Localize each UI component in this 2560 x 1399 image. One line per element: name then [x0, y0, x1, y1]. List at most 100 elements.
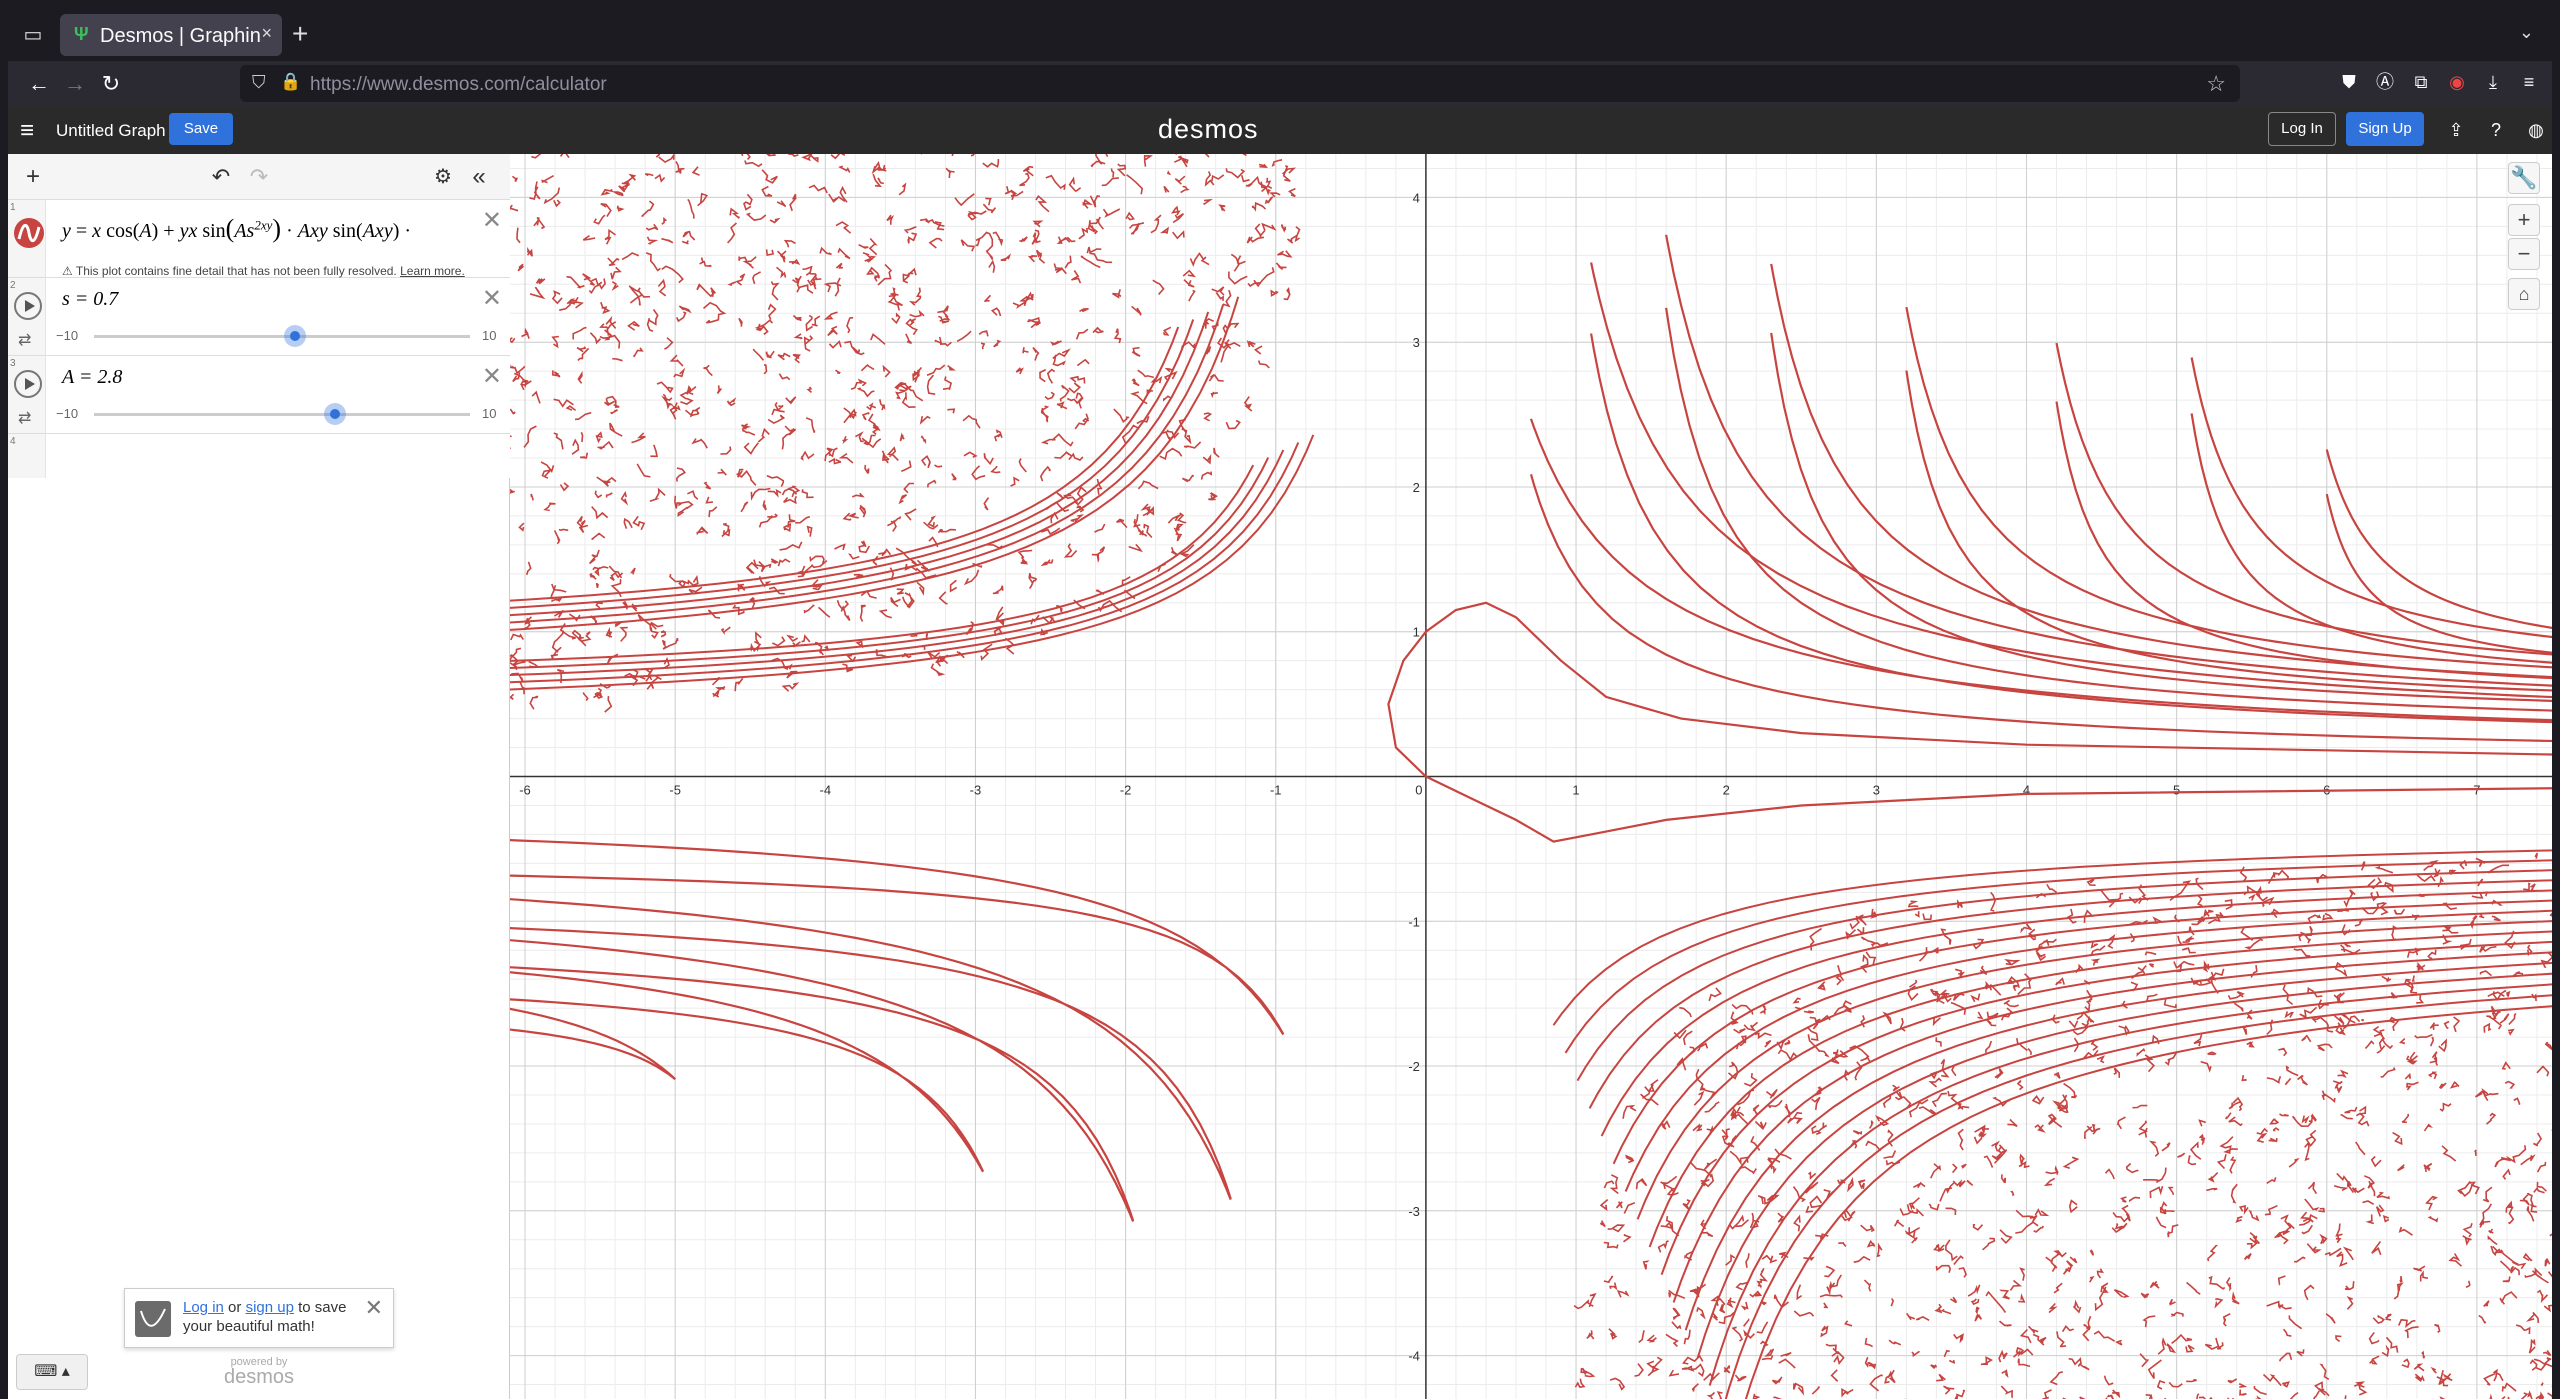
- curve-band: [1684, 961, 2552, 1331]
- graph-settings-wrench-icon[interactable]: 🔧: [2508, 162, 2540, 194]
- forward-arrow-icon[interactable]: →: [64, 71, 86, 96]
- x-tick-label: -4: [820, 783, 832, 798]
- expression-formula[interactable]: y = x cos(A) + yx sin(As2xy) · Axy sin(A…: [62, 214, 412, 243]
- url-path: /calculator: [520, 74, 607, 95]
- slider-max[interactable]: 10: [482, 328, 497, 343]
- curve-band: [1600, 889, 2552, 1137]
- graph-thumbnail-icon: [135, 1301, 171, 1337]
- expression-gutter: 3 ⇄: [8, 356, 46, 433]
- x-tick-label: -3: [970, 783, 982, 798]
- add-item-icon[interactable]: +: [25, 163, 40, 190]
- keyboard-toggle-button[interactable]: ⌨ ▴: [16, 1354, 88, 1390]
- account-icon[interactable]: Ⓐ: [2376, 72, 2394, 92]
- expression-row-3[interactable]: 3 ⇄ A = 2.8 −10 10 ✕: [8, 356, 510, 434]
- menu-icon[interactable]: ≡: [2523, 72, 2535, 92]
- reload-icon[interactable]: ↻: [101, 71, 121, 96]
- zoom-in-icon[interactable]: +: [2508, 204, 2540, 236]
- url-bar[interactable]: ⛉ 🔒 https://www.desmos.com/calculator ☆: [240, 65, 2240, 102]
- y-tick-label: 4: [1413, 190, 1420, 205]
- slider-track-a[interactable]: [94, 413, 470, 416]
- extensions-icon[interactable]: ⧉: [2414, 72, 2428, 92]
- settings-gear-icon[interactable]: ⚙: [434, 166, 452, 188]
- graph-color-icon[interactable]: [14, 218, 44, 248]
- download-icon[interactable]: ⤓: [2489, 72, 2497, 92]
- play-icon[interactable]: [14, 370, 42, 398]
- curve-band: [510, 464, 1255, 662]
- powered-by-logo[interactable]: desmos: [223, 1366, 295, 1388]
- slider-thumb-s[interactable]: [284, 325, 307, 347]
- curve-band: [1696, 972, 2552, 1359]
- x-tick-label: 2: [1723, 783, 1730, 798]
- slider-max[interactable]: 10: [482, 406, 497, 421]
- x-tick-label: -2: [1120, 783, 1132, 798]
- loop-icon[interactable]: ⇄: [18, 332, 32, 349]
- x-tick-label: -6: [519, 783, 531, 798]
- expression-row-1[interactable]: 1 y = x cos(A) + yx sin(As2xy) · Axy sin…: [8, 200, 510, 278]
- curve-band: [510, 319, 1195, 609]
- slider-label-a[interactable]: A = 2.8: [62, 366, 123, 388]
- collapse-list-icon[interactable]: «: [472, 163, 486, 190]
- desmos-header: ≡ Untitled Graph Save desmos Log In Sign…: [8, 106, 2552, 154]
- slider-thumb-a[interactable]: [323, 403, 346, 425]
- x-tick-label: -5: [669, 783, 681, 798]
- play-icon[interactable]: [14, 292, 42, 320]
- learn-more-link[interactable]: Learn more.: [400, 264, 465, 278]
- lock-icon[interactable]: 🔒: [280, 72, 302, 91]
- slider-min[interactable]: −10: [56, 328, 79, 343]
- x-tick-label: 5: [2173, 783, 2180, 798]
- expression-index: 3: [10, 358, 16, 369]
- url-text[interactable]: https://www.desmos.com/calculator: [310, 74, 607, 96]
- hamburger-menu-icon[interactable]: ≡: [20, 117, 35, 144]
- delete-expression-icon[interactable]: ✕: [481, 363, 502, 390]
- chevron-down-icon[interactable]: ⌄: [2518, 22, 2534, 42]
- undo-icon[interactable]: ↶: [211, 164, 231, 189]
- bookmark-star-icon[interactable]: ☆: [2206, 71, 2226, 96]
- graph-paper[interactable]: -6 -5 -4 -3 -2 -1 0 1 2 3 4 5 6 7 4 3 2 1 -1 -2 -3 -4 🔧 + − ⌂: [510, 154, 2552, 1399]
- toast-signup-link[interactable]: sign up: [245, 1299, 294, 1316]
- addon-icon[interactable]: ◉: [2449, 72, 2465, 92]
- slider-label-s[interactable]: s = 0.7: [62, 288, 119, 310]
- tab-close-icon[interactable]: ×: [261, 23, 272, 43]
- home-icon[interactable]: ⌂: [2508, 278, 2540, 310]
- y-tick-label: -1: [1408, 914, 1420, 929]
- expression-row-4[interactable]: 4: [8, 434, 510, 478]
- zoom-out-icon[interactable]: −: [2508, 238, 2540, 270]
- x-tick-label: -1: [1270, 783, 1282, 798]
- redo-icon[interactable]: ↷: [249, 164, 269, 189]
- share-icon[interactable]: ⇪: [2448, 120, 2464, 140]
- new-tab-button[interactable]: +: [292, 18, 309, 49]
- delete-expression-icon[interactable]: ✕: [481, 285, 502, 312]
- toast-login-link[interactable]: Log in: [183, 1299, 224, 1316]
- delete-expression-icon[interactable]: ✕: [481, 207, 502, 234]
- save-button[interactable]: Save: [169, 113, 233, 145]
- curve-loop: [510, 939, 1135, 1222]
- toast-or: or: [223, 1299, 246, 1316]
- shield-icon[interactable]: ⛉: [252, 72, 266, 92]
- curve-loop: [510, 898, 1232, 1201]
- expression-row-2[interactable]: 2 ⇄ s = 0.7 −10 10 ✕: [8, 278, 510, 356]
- signup-button[interactable]: Sign Up: [2346, 112, 2424, 146]
- back-arrow-icon[interactable]: ←: [28, 71, 50, 96]
- close-toast-icon[interactable]: ✕: [364, 1295, 383, 1320]
- tab-desmos[interactable]: Ψ Desmos | Graphing ×: [60, 14, 282, 56]
- loop-icon[interactable]: ⇄: [18, 410, 32, 427]
- y-tick-label: 2: [1413, 480, 1420, 495]
- curve-loop: [1387, 601, 2552, 778]
- curve-band: [1708, 983, 2552, 1386]
- y-tick-label: 3: [1413, 335, 1420, 350]
- pocket-icon[interactable]: ⛊: [2342, 72, 2356, 92]
- tab-title: Desmos | Graphing: [100, 25, 260, 47]
- save-prompt-toast: Log in or sign up to save your beautiful …: [124, 1288, 394, 1348]
- curve-loop: [1770, 263, 2552, 702]
- warning-text: This plot contains fine detail that has …: [75, 264, 397, 278]
- slider-min[interactable]: −10: [56, 406, 79, 421]
- slider-track-s[interactable]: [94, 335, 470, 338]
- language-globe-icon[interactable]: ◍: [2528, 120, 2544, 140]
- graph-title[interactable]: Untitled Graph: [56, 121, 166, 140]
- help-icon[interactable]: ?: [2490, 120, 2501, 140]
- tab-list-icon[interactable]: ▭: [23, 24, 43, 46]
- curve-loop: [1590, 262, 2552, 724]
- curve-band: [1552, 849, 2552, 1026]
- login-button[interactable]: Log In: [2268, 112, 2336, 146]
